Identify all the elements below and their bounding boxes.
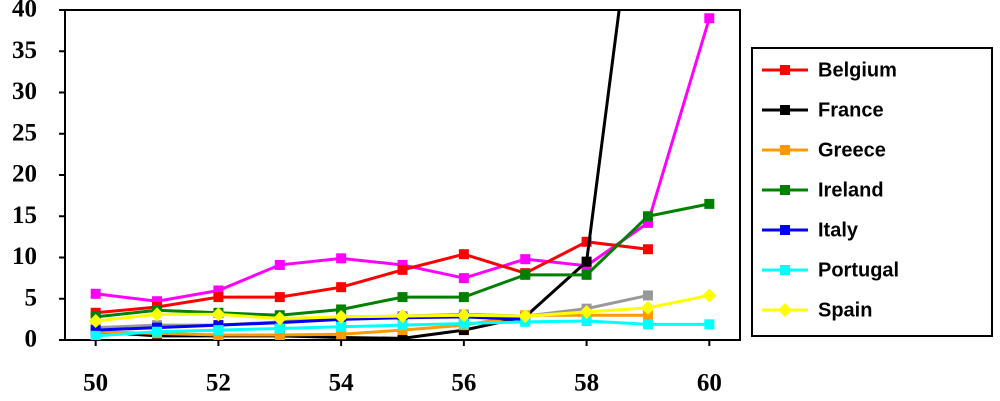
marker <box>581 316 592 327</box>
marker <box>780 225 790 235</box>
marker <box>456 308 471 323</box>
marker <box>336 253 347 264</box>
marker <box>458 292 469 303</box>
marker <box>518 309 533 324</box>
marker <box>397 333 408 340</box>
marker <box>780 105 790 115</box>
marker <box>90 330 101 340</box>
plot-frame <box>64 9 741 341</box>
marker <box>581 236 592 247</box>
legend-label: France <box>818 99 884 121</box>
legend-label: Ireland <box>818 179 884 201</box>
marker <box>642 211 653 222</box>
marker <box>458 318 469 329</box>
plot-area <box>88 10 717 340</box>
marker <box>642 319 653 330</box>
marker <box>704 319 715 330</box>
x-tick-label: 54 <box>329 370 355 397</box>
marker <box>581 256 592 267</box>
marker <box>704 13 715 24</box>
marker <box>640 300 655 315</box>
marker <box>397 292 408 303</box>
marker <box>642 310 653 321</box>
marker <box>274 292 285 303</box>
legend-frame <box>751 47 993 337</box>
marker <box>152 326 163 337</box>
marker <box>780 185 790 195</box>
marker <box>579 304 594 319</box>
marker <box>272 311 287 326</box>
marker <box>780 265 790 275</box>
marker <box>213 285 224 296</box>
marker <box>274 259 285 270</box>
legend-label: Greece <box>818 139 886 161</box>
marker <box>211 307 226 322</box>
marker <box>274 330 285 340</box>
marker <box>152 296 163 307</box>
marker <box>213 292 224 303</box>
x-tick-label: 58 <box>574 370 599 397</box>
marker <box>90 325 101 336</box>
x-tick-label: 60 <box>697 370 722 397</box>
y-tick-label: 5 <box>25 284 38 311</box>
y-tick-label: 25 <box>12 119 37 146</box>
marker <box>704 198 715 209</box>
marker <box>150 307 165 322</box>
marker <box>336 304 347 315</box>
marker <box>642 244 653 255</box>
marker <box>213 325 224 336</box>
x-tick-label: 56 <box>451 370 476 397</box>
marker <box>642 290 653 301</box>
marker <box>336 321 347 332</box>
y-tick-label: 40 <box>12 0 37 23</box>
marker <box>274 323 285 334</box>
marker <box>520 254 531 265</box>
marker <box>88 314 103 329</box>
marker <box>336 282 347 293</box>
y-tick-label: 15 <box>12 202 37 229</box>
marker <box>458 273 469 284</box>
marker <box>780 145 790 155</box>
y-tick-label: 20 <box>12 161 37 188</box>
marker <box>778 303 792 317</box>
marker <box>520 269 531 280</box>
marker <box>780 65 790 75</box>
y-tick-label: 0 <box>25 326 38 353</box>
y-tick-label: 10 <box>12 243 37 270</box>
legend-label: Portugal <box>818 259 899 281</box>
series-line <box>95 17 711 303</box>
y-tick-label: 35 <box>12 37 37 64</box>
x-tick-label: 50 <box>83 370 108 397</box>
x-tick-label: 52 <box>206 370 231 397</box>
marker <box>642 217 653 228</box>
marker <box>334 309 349 324</box>
series-line <box>95 10 621 340</box>
marker <box>395 309 410 324</box>
legend-label: Italy <box>818 219 859 241</box>
legend-label: Belgium <box>818 59 897 81</box>
marker <box>336 329 347 340</box>
marker <box>702 288 717 303</box>
marker <box>397 320 408 331</box>
marker <box>397 264 408 275</box>
marker <box>90 288 101 299</box>
series-line <box>95 240 649 315</box>
marker <box>581 269 592 280</box>
y-tick-label: 30 <box>12 78 37 105</box>
legend-label: Spain <box>818 299 872 321</box>
marker <box>458 249 469 260</box>
series-line <box>95 315 526 332</box>
